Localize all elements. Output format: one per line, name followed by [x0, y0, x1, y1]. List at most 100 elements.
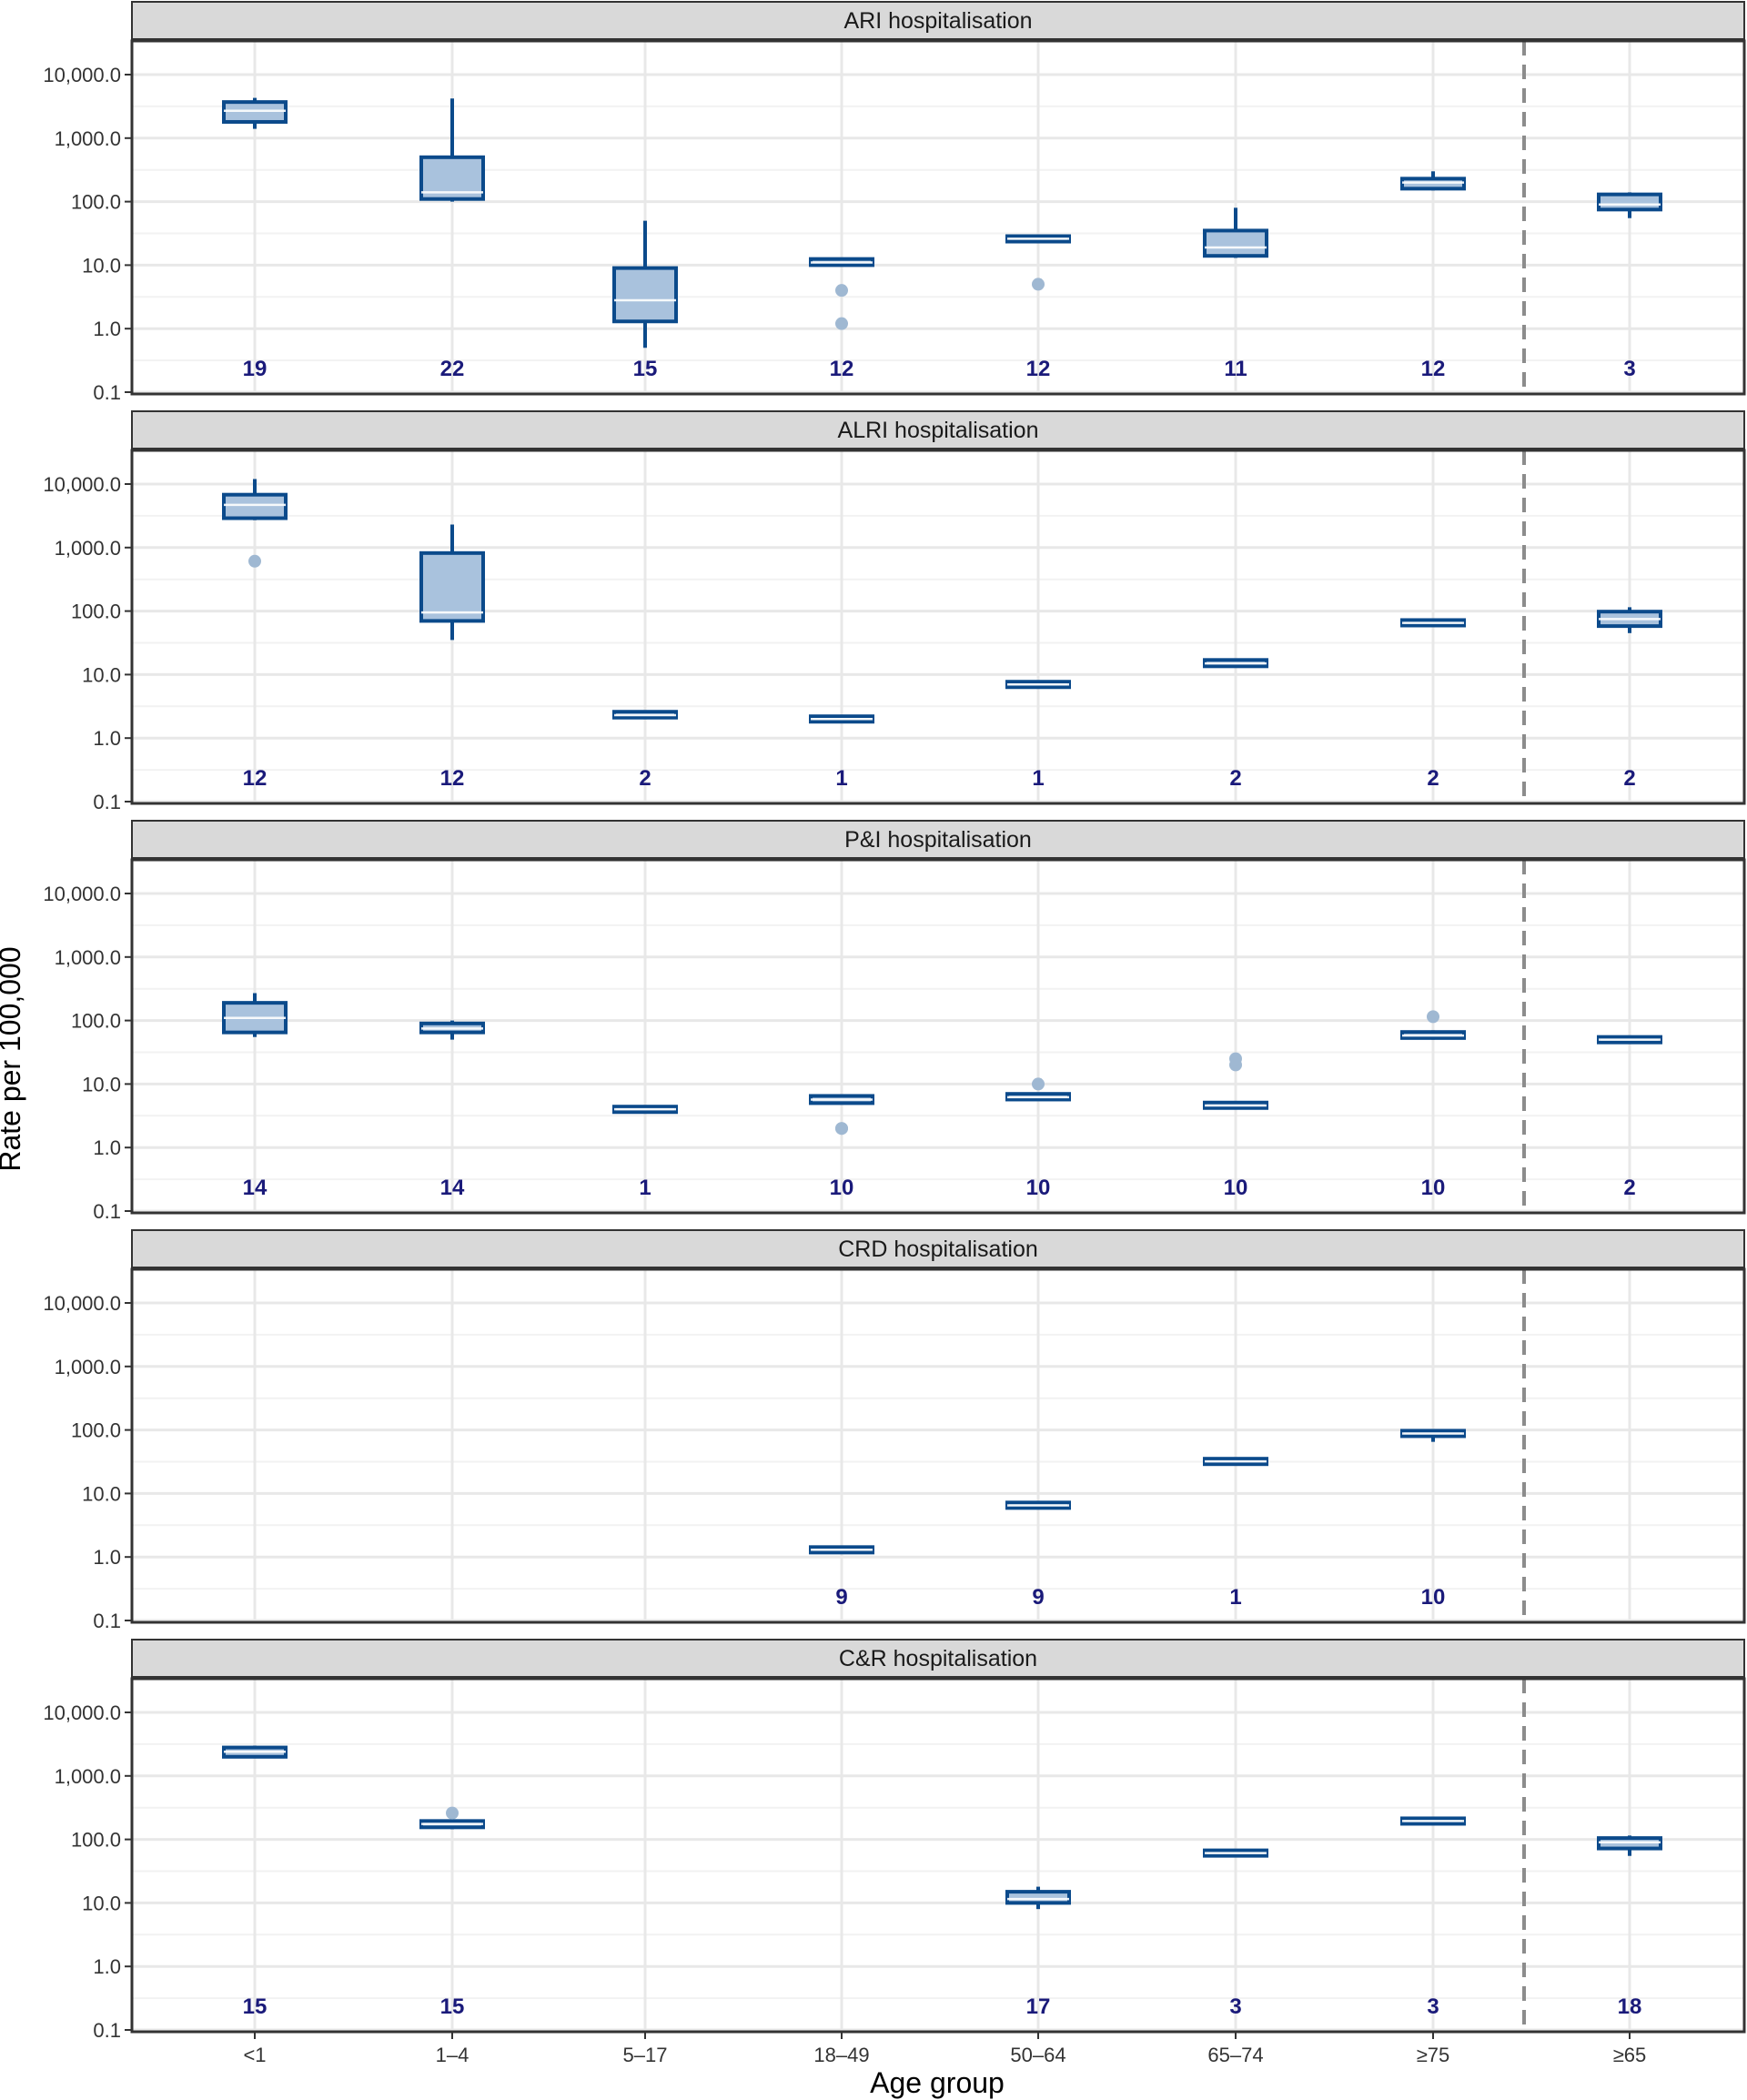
count-label: 14 — [243, 1176, 268, 1200]
y-tick-label: 10.0 — [82, 1892, 121, 1914]
box-18–49: 10 — [809, 1094, 874, 1200]
x-tick-label: ≥65 — [1613, 2044, 1647, 2066]
y-tick-label: 0.1 — [93, 381, 121, 404]
x-tick-label: 50–64 — [1010, 2044, 1065, 2066]
box-1–4: 15 — [419, 1806, 485, 2019]
box-50–64: 1 — [1005, 680, 1071, 791]
y-tick-label: 1.0 — [93, 1136, 121, 1159]
count-label: 22 — [440, 357, 465, 381]
y-tick-label: 10,000.0 — [43, 64, 121, 86]
y-tick-label: 100.0 — [71, 191, 121, 214]
box-iqr — [419, 550, 485, 623]
outlier-point — [835, 1122, 848, 1136]
count-label: 19 — [243, 357, 268, 381]
x-tick-label: 65–74 — [1207, 2044, 1263, 2066]
panel-strip — [131, 820, 1745, 859]
box-iqr — [1005, 1890, 1071, 1905]
box-5–17: 1 — [612, 1105, 678, 1200]
count-label: 12 — [440, 766, 465, 791]
y-tick-label: 1,000.0 — [55, 946, 121, 969]
box-50–64: 10 — [1005, 1077, 1071, 1200]
count-label: 2 — [1623, 1176, 1635, 1200]
y-tick-label: 0.1 — [93, 2019, 121, 2042]
count-label: 1 — [835, 766, 847, 791]
box-50–64: 17 — [1005, 1886, 1071, 2019]
count-label: 18 — [1618, 1994, 1642, 2019]
box-<1: 19 — [222, 97, 288, 381]
outlier-point — [446, 1806, 459, 1820]
x-tick-label: ≥75 — [1417, 2044, 1450, 2066]
count-label: 12 — [830, 357, 854, 381]
panel-strip — [131, 410, 1745, 449]
y-tick-label: 100.0 — [71, 1829, 121, 1852]
y-tick-label: 10.0 — [82, 663, 121, 686]
y-tick-label: 1,000.0 — [55, 1356, 121, 1378]
outlier-point — [835, 317, 848, 330]
box-18–49: 1 — [809, 714, 874, 791]
box-1–4: 12 — [419, 524, 485, 791]
box-50–64: 9 — [1005, 1500, 1071, 1610]
box-50–64: 12 — [1005, 234, 1071, 381]
box-≥65: 18 — [1597, 1835, 1662, 2019]
box-iqr — [222, 100, 288, 124]
count-label: 2 — [1229, 766, 1241, 791]
box-≥75: 10 — [1400, 1010, 1466, 1200]
outlier-point — [248, 554, 261, 568]
y-tick-label: 1.0 — [93, 1546, 121, 1569]
count-label: 9 — [1032, 1585, 1044, 1610]
box-≥75: 2 — [1400, 618, 1466, 791]
panel-border — [130, 449, 1746, 805]
box-iqr — [1203, 228, 1268, 258]
y-tick-label: 1,000.0 — [55, 1765, 121, 1788]
y-tick-label: 100.0 — [71, 601, 121, 623]
outlier-point — [1032, 278, 1045, 291]
box-≥75: 3 — [1400, 1816, 1466, 2019]
y-tick-label: 1,000.0 — [55, 537, 121, 560]
outlier-point — [1032, 1077, 1045, 1091]
box-65–74: 10 — [1203, 1052, 1268, 1200]
outlier-point — [1229, 1052, 1242, 1065]
count-label: 3 — [1229, 1994, 1241, 2019]
panel-strip — [131, 1, 1745, 40]
x-tick-label: 1–4 — [436, 2044, 470, 2066]
box-1–4: 14 — [419, 1020, 485, 1200]
count-label: 10 — [1026, 1176, 1051, 1200]
count-label: 10 — [830, 1176, 854, 1200]
x-axis-title: Age group — [870, 2066, 1005, 2099]
panel-title: P&I hospitalisation — [844, 827, 1032, 853]
y-tick-label: 0.1 — [93, 1610, 121, 1632]
count-label: 1 — [1032, 766, 1044, 791]
y-tick-label: 100.0 — [71, 1010, 121, 1033]
count-label: 12 — [1026, 357, 1051, 381]
count-label: 14 — [440, 1176, 465, 1200]
x-tick-label: 5–17 — [623, 2044, 668, 2066]
count-label: 11 — [1224, 357, 1247, 381]
box-≥75: 10 — [1400, 1429, 1466, 1610]
panel-3: P&I hospitalisation 0.1 1.0 10.0 100.0 1,000.… — [43, 820, 1746, 1223]
box-65–74: 3 — [1203, 1848, 1268, 2019]
y-tick-label: 1.0 — [93, 727, 121, 750]
count-label: 1 — [639, 1176, 651, 1200]
box-≥75: 12 — [1400, 171, 1466, 381]
box-5–17: 15 — [612, 220, 678, 381]
panel-title: ALRI hospitalisation — [838, 418, 1039, 443]
box-65–74: 11 — [1203, 207, 1268, 381]
box-65–74: 1 — [1203, 1457, 1268, 1610]
box-65–74: 2 — [1203, 658, 1268, 791]
box-iqr — [612, 266, 678, 324]
count-label: 10 — [1224, 1176, 1248, 1200]
box-iqr — [222, 492, 288, 520]
box-≥65: 2 — [1597, 1035, 1662, 1200]
y-tick-label: 1.0 — [93, 1955, 121, 1978]
box-≥65: 3 — [1597, 192, 1662, 381]
count-label: 15 — [440, 1994, 465, 2019]
panel-strip — [131, 1229, 1745, 1268]
panels: ARI hospitalisation 0.1 1.0 10.0 100.0 1,000.… — [43, 1, 1746, 2066]
box-<1: 15 — [222, 1745, 288, 2019]
panel-border — [130, 1677, 1746, 2034]
box-1–4: 22 — [419, 98, 485, 381]
count-label: 15 — [243, 1994, 268, 2019]
panel-1: ARI hospitalisation 0.1 1.0 10.0 100.0 1,000.… — [43, 1, 1746, 404]
x-tick-label: <1 — [243, 2044, 266, 2066]
